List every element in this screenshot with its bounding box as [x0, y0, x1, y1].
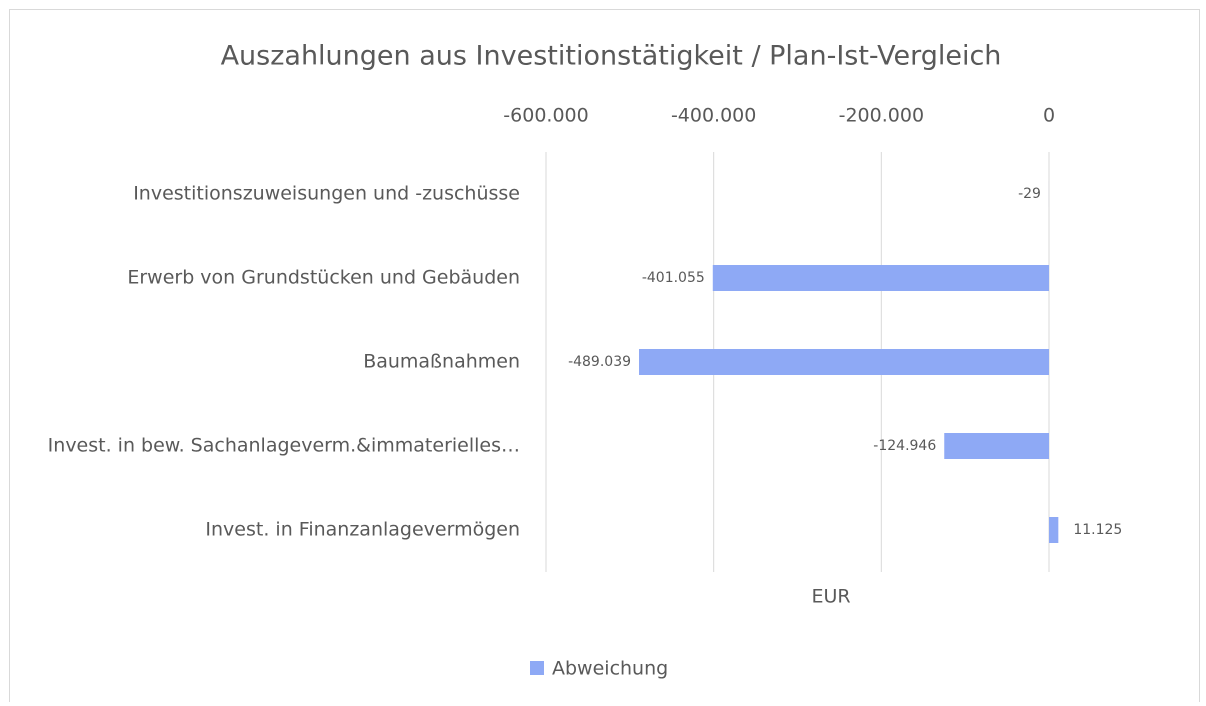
x-tick-label: -600.000: [503, 105, 588, 127]
y-tick-label: Erwerb von Grundstücken und Gebäuden: [127, 267, 520, 289]
y-tick-label: Investitionszuweisungen und -zuschüsse: [133, 183, 520, 205]
legend-label: Abweichung: [552, 658, 668, 680]
x-axis-label: EUR: [811, 586, 850, 608]
data-label: -124.946: [873, 438, 936, 454]
y-tick-label: Invest. in Finanzanlagevermögen: [205, 519, 520, 541]
bar: [713, 265, 1049, 291]
data-label: -29: [1018, 186, 1041, 202]
y-tick-label: Invest. in bew. Sachanlageverm.&immateri…: [48, 435, 520, 457]
bar: [639, 349, 1049, 375]
data-label: 11.125: [1073, 522, 1122, 538]
data-label: -489.039: [568, 354, 631, 370]
x-tick-label: -400.000: [671, 105, 756, 127]
data-label: -401.055: [642, 270, 705, 286]
y-tick-label: Baumaßnahmen: [363, 351, 520, 373]
x-tick-label: 0: [1043, 105, 1055, 127]
bar: [944, 433, 1049, 459]
x-tick-label: -200.000: [839, 105, 924, 127]
legend-swatch: [530, 661, 544, 675]
chart-title: Auszahlungen aus Investitionstätigkeit /…: [221, 41, 1002, 72]
bar: [1049, 517, 1058, 543]
